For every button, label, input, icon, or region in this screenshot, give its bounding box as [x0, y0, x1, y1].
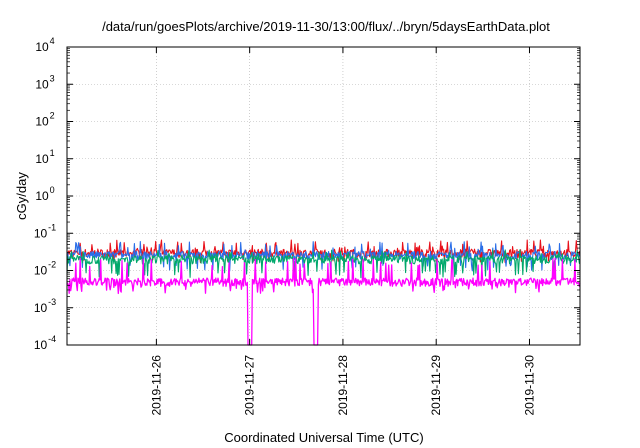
x-tick-label: 2019-11-27	[243, 355, 257, 416]
chart-title: /data/run/goesPlots/archive/2019-11-30/1…	[102, 19, 550, 34]
y-axis: 10-4 10-3 10-2 10-1 100 101 102 103 104	[34, 36, 580, 352]
series-line	[66, 249, 581, 279]
y-tick-label: 10-3	[34, 297, 56, 315]
x-tick-label: 2019-11-30	[522, 355, 536, 416]
x-axis: 2019-11-26 2019-11-27 2019-11-28 2019-11-29…	[149, 47, 536, 416]
y-tick-label: 10-2	[34, 260, 56, 278]
y-tick-label: 102	[35, 111, 54, 129]
x-axis-label: Coordinated Universal Time (UTC)	[224, 430, 423, 445]
x-tick-label: 2019-11-29	[429, 355, 443, 416]
y-tick-label: 100	[35, 185, 54, 203]
y-axis-label: cGy/day	[14, 172, 29, 220]
grid	[67, 47, 580, 345]
y-tick-label: 10-1	[34, 222, 56, 240]
x-tick-label: 2019-11-28	[336, 355, 350, 416]
plot-frame	[66, 46, 581, 346]
y-tick-label: 104	[35, 36, 54, 54]
x-tick-label: 2019-11-26	[149, 355, 163, 416]
y-tick-label: 101	[35, 148, 54, 166]
y-tick-label: 103	[35, 73, 54, 91]
series-line	[66, 257, 581, 346]
series-group	[66, 239, 581, 346]
y-tick-label: 10-4	[34, 334, 56, 352]
